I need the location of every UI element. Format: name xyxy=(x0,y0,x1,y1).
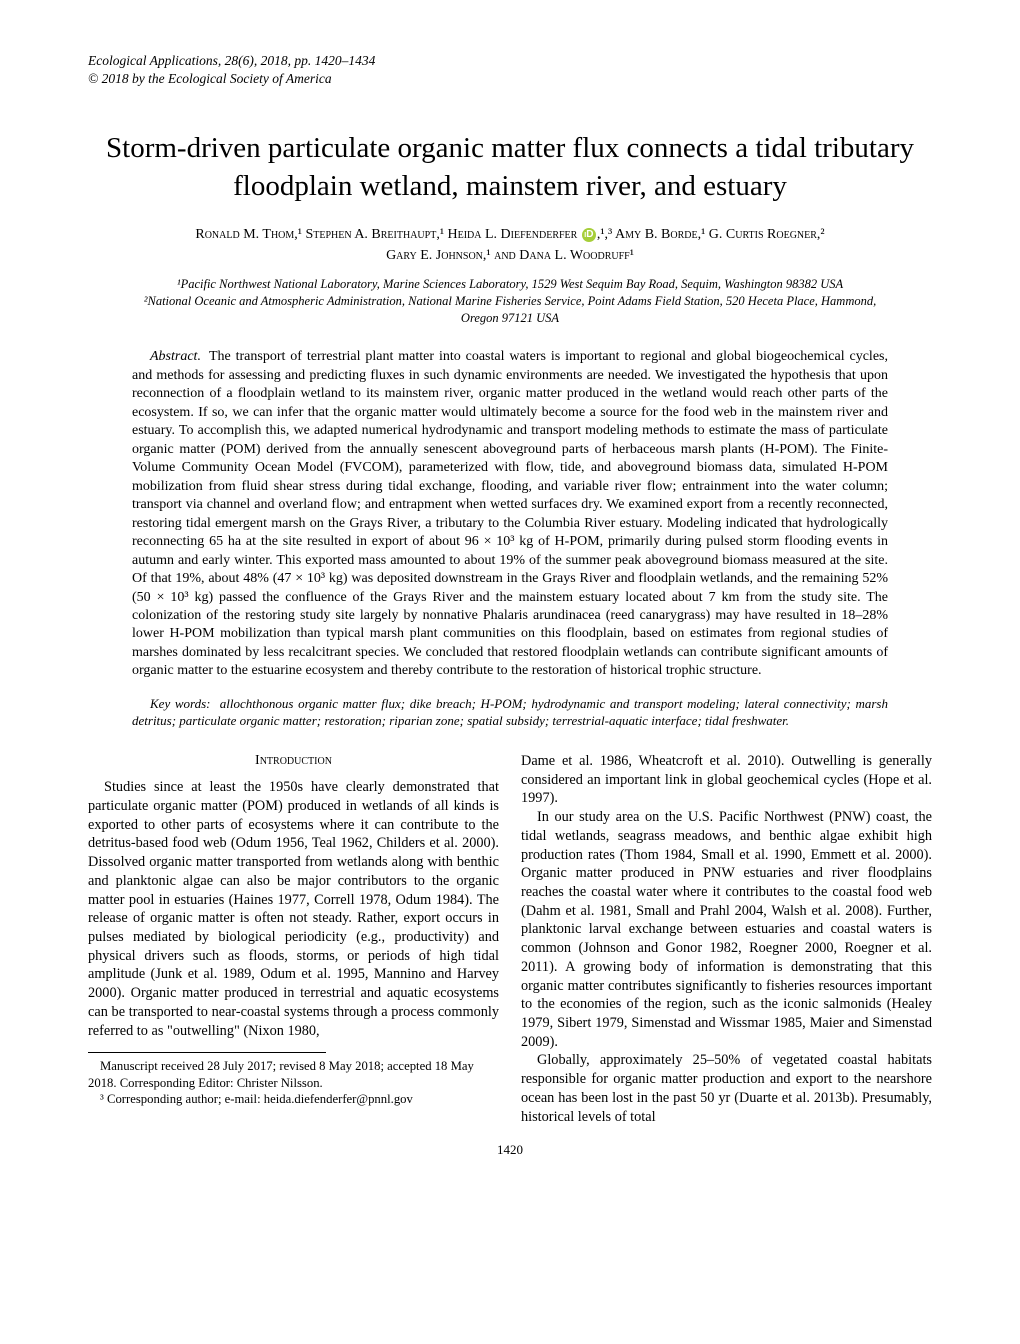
abstract-block: Abstract.The transport of terrestrial pl… xyxy=(132,348,888,680)
page-root: Ecological Applications, 28(6), 2018, pp… xyxy=(0,0,1020,1210)
footnote-rule xyxy=(88,1052,326,1053)
running-head: Ecological Applications, 28(6), 2018, pp… xyxy=(88,52,932,88)
keywords-label: Key words: xyxy=(150,696,210,711)
footnote-manuscript: Manuscript received 28 July 2017; revise… xyxy=(88,1058,499,1091)
page-number: 1420 xyxy=(88,1142,932,1158)
keywords-text: allochthonous organic matter flux; dike … xyxy=(132,696,888,729)
intro-paragraph-1-cont: Dame et al. 1986, Wheatcroft et al. 2010… xyxy=(521,752,932,808)
affiliation-1: ¹Pacific Northwest National Laboratory, … xyxy=(177,277,843,291)
abstract-label: Abstract. xyxy=(150,349,201,364)
section-heading-introduction: Introduction xyxy=(88,752,499,770)
affiliation-2: ²National Oceanic and Atmospheric Admini… xyxy=(144,294,876,325)
affiliations-block: ¹Pacific Northwest National Laboratory, … xyxy=(124,276,896,327)
footnote-corresponding: ³ Corresponding author; e-mail: heida.di… xyxy=(88,1091,499,1108)
article-title: Storm-driven particulate organic matter … xyxy=(98,130,922,205)
column-right: Dame et al. 1986, Wheatcroft et al. 2010… xyxy=(521,752,932,1126)
two-column-body: Introduction Studies since at least the … xyxy=(88,752,932,1126)
intro-paragraph-2: In our study area on the U.S. Pacific No… xyxy=(521,808,932,1051)
orcid-icon[interactable]: iD xyxy=(582,228,596,242)
copyright-line: © 2018 by the Ecological Society of Amer… xyxy=(88,71,332,86)
authors-line-1a: Ronald M. Thom,¹ Stephen A. Breithaupt,¹… xyxy=(195,227,577,242)
journal-citation: , 28(6), 2018, pp. 1420–1434 xyxy=(218,53,376,68)
author-block: Ronald M. Thom,¹ Stephen A. Breithaupt,¹… xyxy=(88,224,932,266)
intro-paragraph-3: Globally, approximately 25–50% of vegeta… xyxy=(521,1051,932,1126)
footnotes-block: Manuscript received 28 July 2017; revise… xyxy=(88,1058,499,1108)
keywords-block: Key words: allochthonous organic matter … xyxy=(132,695,888,730)
authors-line-2: Gary E. Johnson,¹ and Dana L. Woodruff¹ xyxy=(386,248,634,263)
abstract-text: The transport of terrestrial plant matte… xyxy=(132,349,888,678)
intro-paragraph-1: Studies since at least the 1950s have cl… xyxy=(88,778,499,1040)
column-left: Introduction Studies since at least the … xyxy=(88,752,499,1126)
authors-line-1b: ,¹,³ Amy B. Borde,¹ G. Curtis Roegner,² xyxy=(597,227,825,242)
journal-name: Ecological Applications xyxy=(88,53,218,68)
